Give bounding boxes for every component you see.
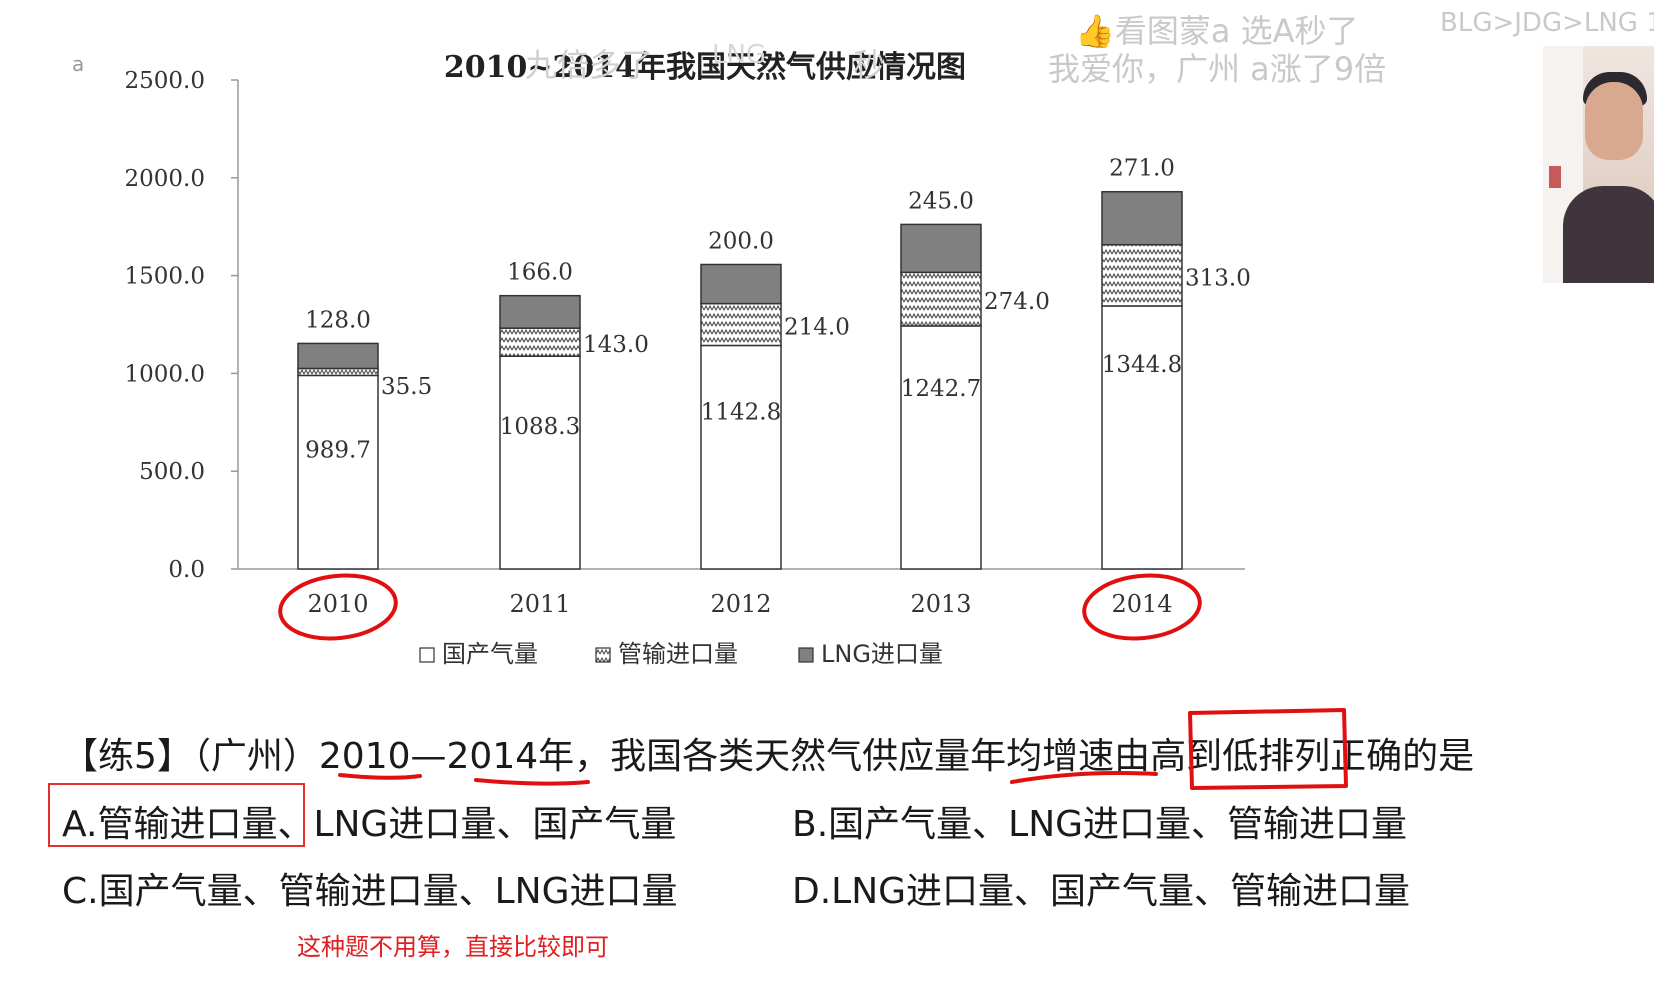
data-label-lng: 166.0 [507,260,573,286]
question-text: 【练5】（广州）2010—2014年，我国各类天然气供应量年均增速由高到低排列正… [62,727,1474,779]
x-tick-label: 2012 [710,590,771,618]
danmaku-comment: LNG [712,40,767,70]
data-label-pipeline: 214.0 [784,315,850,341]
legend-pipeline-swatch [595,647,611,663]
legend-lng-label: LNG进口量 [821,640,943,668]
circle-annotation [278,573,398,641]
question-prefix: 【练5】（广州） [62,736,319,777]
underline-annotation [1010,771,1158,784]
data-label-domestic: 1242.7 [901,376,981,402]
data-label-lng: 245.0 [908,188,974,214]
legend-pipeline-label: 管输进口量 [618,640,738,668]
x-tick-label: 2014 [1111,590,1172,618]
legend-domestic-swatch [419,647,435,663]
bar-segment-domestic [499,355,581,570]
data-label-domestic: 989.7 [305,437,371,463]
option-d[interactable]: D.LNG进口量、国产气量、管输进口量 [792,871,1411,912]
y-tick-label: 2500.0 [125,68,205,94]
data-label-domestic: 1344.8 [1102,352,1182,378]
data-label-domestic: 1142.8 [701,399,781,425]
bar-segment-lng [297,342,379,370]
webcam-feed [1543,46,1654,283]
data-label-lng: 128.0 [305,307,371,333]
option-c[interactable]: C.国产气量、管输进口量、LNG进口量 [62,871,678,912]
background-object [1549,166,1561,188]
x-tick-label: 2010 [307,590,368,618]
question-body: ，我国各类天然气供应量年均增速由高到低排列正确的是 [574,736,1475,777]
presenter-body [1563,186,1654,283]
x-tick-label: 2013 [910,590,971,618]
bar-segment-lng [700,263,782,305]
answer-box-annotation [48,783,305,847]
x-tick-label: 2011 [509,590,570,618]
bar-segment-domestic [1101,305,1183,570]
circle-annotation [1082,573,1202,641]
bar-segment-domestic [900,325,982,570]
y-tick-label: 500.0 [139,459,205,485]
data-label-pipeline: 143.0 [583,332,649,358]
data-label-lng: 200.0 [708,228,774,254]
danmaku-comment: 秒 [853,46,886,84]
option-b[interactable]: B.国产气量、LNG进口量、管输进口量 [792,804,1408,845]
danmaku-comment: 👍看图蒙a 选A秒了 [1075,12,1359,50]
bar-segment-pipeline [499,327,581,357]
danmaku-comment: 九倍多了 [525,46,654,84]
chart-title: 2010~2014年我国天然气供应情况图 [444,50,966,85]
bar-segment-domestic [700,344,782,570]
data-label-pipeline: 274.0 [984,289,1050,315]
legend-domestic-label: 国产气量 [442,640,538,668]
y-tick-label: 1000.0 [125,361,205,387]
bar-segment-domestic [297,374,379,570]
data-label-domestic: 1088.3 [500,414,580,440]
hint-note: 这种题不用算，直接比较即可 [297,933,609,961]
danmaku-comment: 我爱你，广州 a涨了9倍 [1048,50,1387,88]
bar-segment-lng [900,223,982,274]
danmaku-comment: BLG>JDG>LNG 1+ [1440,8,1654,38]
y-tick-label: 1500.0 [125,264,205,290]
option-a[interactable]: A.管输进口量、LNG进口量、国产气量 [62,804,677,845]
underline-annotation [338,773,422,780]
danmaku-a: a [72,52,85,76]
question-years: 2010—2014年 [318,736,575,777]
bar-segment-pipeline [1101,243,1183,307]
data-label-pipeline: 313.0 [1185,265,1251,291]
bar-segment-lng [499,294,581,329]
bar-segment-pipeline [700,302,782,347]
bar-segment-lng [1101,190,1183,246]
legend-lng-swatch [798,647,814,663]
underline-annotation [474,778,590,786]
presenter-head [1585,82,1643,160]
y-tick-label: 2000.0 [125,166,205,192]
box-annotation [1188,708,1348,790]
data-label-pipeline: 35.5 [381,374,432,400]
data-label-lng: 271.0 [1109,156,1175,182]
y-tick-label: 0.0 [168,557,205,583]
